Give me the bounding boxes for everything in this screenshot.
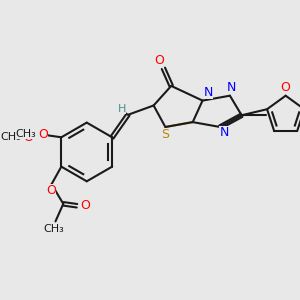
Text: CH₃: CH₃ [0,132,21,142]
Text: N: N [227,81,237,94]
Text: CH₃: CH₃ [16,129,37,139]
Text: O: O [46,184,56,196]
Text: N: N [204,86,213,99]
Text: O: O [23,131,33,144]
Text: CH₃: CH₃ [43,224,64,234]
Text: O: O [80,199,90,212]
Text: O: O [281,81,291,94]
Text: O: O [154,54,164,67]
Text: O: O [38,128,48,141]
Text: S: S [161,128,169,141]
Text: N: N [219,126,229,140]
Text: H: H [118,104,126,114]
